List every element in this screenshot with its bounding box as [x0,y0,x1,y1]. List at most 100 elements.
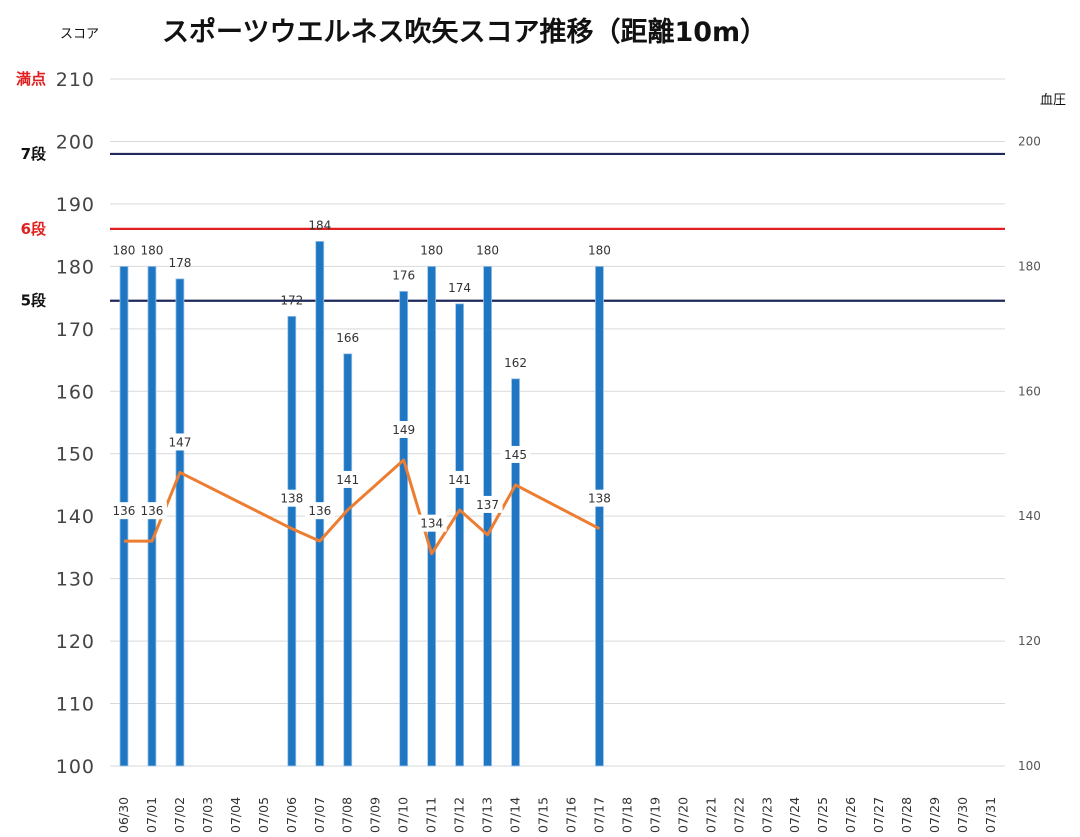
bar-value-label: 180 [113,243,136,257]
bar-value-label: 176 [392,268,415,282]
y-tick-label: 140 [56,506,95,528]
y-tick-label: 190 [56,194,95,216]
x-tick-label: 07/18 [619,797,634,833]
y-tick-label: 110 [56,694,95,716]
x-tick-label: 07/08 [340,797,355,833]
x-tick-label: 07/15 [536,797,551,833]
x-tick-label: 07/26 [843,797,858,833]
x-tick-label: 07/28 [899,797,914,833]
bar-value-label: 172 [280,293,303,307]
line-value-label: 137 [476,498,499,512]
line-value-label-bg [444,470,475,488]
line-value-label-bg [500,445,531,463]
bar-value-label: 180 [141,243,164,257]
bar-value-label: 178 [168,256,191,270]
x-tick-label: 07/19 [647,797,662,833]
x-tick-label: 07/03 [200,797,215,833]
line-value-label: 134 [420,517,443,531]
line-value-label-bg [584,489,615,507]
bar [483,265,492,767]
line-value-label: 136 [308,504,331,518]
line-value-label-bg [388,420,419,438]
x-tick-label: 07/21 [703,797,718,833]
x-tick-label: 07/31 [983,797,998,833]
x-tick-label: 07/06 [284,797,299,833]
bar-value-label: 184 [308,218,331,232]
y2-tick-label: 100 [1018,759,1041,773]
x-tick-label: 07/20 [675,797,690,833]
line-value-label: 141 [448,473,471,487]
y2-tick-label: 180 [1018,259,1041,273]
line-path [123,458,601,556]
y2-tick-label: 140 [1018,509,1041,523]
line-value-label-bg [416,514,447,532]
x-tick-label: 07/04 [228,797,243,833]
x-tick-label: 07/22 [731,797,746,833]
line-value-label-bg [136,502,167,520]
y2-axis-label: 血圧 [1040,93,1066,108]
bar [511,378,520,767]
y-tick-label: 160 [56,381,95,403]
line-series [123,458,601,556]
reference-label: 6段 [21,220,46,238]
reference-label: 5段 [21,292,46,310]
bar [175,278,185,767]
x-tick-label: 07/12 [452,797,467,833]
y-tick-label: 170 [56,319,95,341]
y-tick-label: 100 [56,756,95,778]
reference-label: 7段 [21,145,46,163]
line-value-label: 136 [113,504,136,518]
line-value-label-bg [472,495,503,513]
bar-value-label: 166 [336,331,359,345]
x-tick-label: 06/30 [116,797,131,833]
x-tick-label: 07/17 [591,797,606,833]
y-axis-ticks: 100 110 120 130 140 150 160 170 180 190 200 210 [56,69,95,778]
y2-tick-label: 160 [1018,384,1041,398]
y-tick-label: 210 [56,69,95,91]
x-axis-ticks: 06/30 07/01 07/02 07/03 07/04 07/05 07/06 07/07… [116,797,998,833]
x-tick-label: 07/11 [424,797,439,833]
line-value-label: 149 [392,423,415,437]
x-tick-label: 07/10 [396,797,411,833]
y-axis-label: スコア [60,27,99,42]
bar-value-label: 180 [420,243,443,257]
x-tick-label: 07/27 [871,797,886,833]
x-tick-label: 07/07 [312,797,327,833]
x-tick-label: 07/02 [172,797,187,833]
bar-value-label: 174 [448,281,471,295]
y2-tick-label: 200 [1018,134,1041,148]
y-tick-label: 130 [56,569,95,591]
x-tick-label: 07/25 [815,797,830,833]
line-value-label-bg [332,470,363,488]
reference-lines: 満点 7段 6段 5段 [16,70,1005,310]
line-value-label-bg [304,502,335,520]
line-value-label: 138 [588,492,611,506]
y-tick-label: 200 [56,131,95,153]
bar [343,353,353,767]
bar-value-label: 180 [476,243,499,257]
bar [595,265,604,767]
x-tick-label: 07/05 [256,797,271,833]
gridlines [110,78,1005,767]
y2-tick-label: 120 [1018,634,1041,648]
line-value-label: 147 [168,435,191,449]
line-value-label-bg [108,502,139,520]
x-tick-label: 07/16 [563,797,578,833]
y-tick-label: 120 [56,631,95,653]
x-tick-label: 07/09 [368,797,383,833]
x-tick-label: 07/23 [759,797,774,833]
line-value-label: 145 [504,448,527,462]
bar-series [119,240,604,767]
x-tick-label: 07/13 [480,797,495,833]
x-tick-label: 07/24 [787,797,802,833]
bar [455,303,465,767]
data-labels: 180 180 178 172 184 166 176 180 174 180 162 180 136 1… [108,218,615,532]
chart-title: スポーツウエルネス吹矢スコア推移（距離10m） [162,16,767,48]
x-tick-label: 07/30 [955,797,970,833]
bar [287,315,297,767]
line-value-label-bg [164,433,195,451]
bar [399,290,409,767]
reference-label: 満点 [16,70,46,88]
x-tick-label: 07/14 [508,797,523,833]
